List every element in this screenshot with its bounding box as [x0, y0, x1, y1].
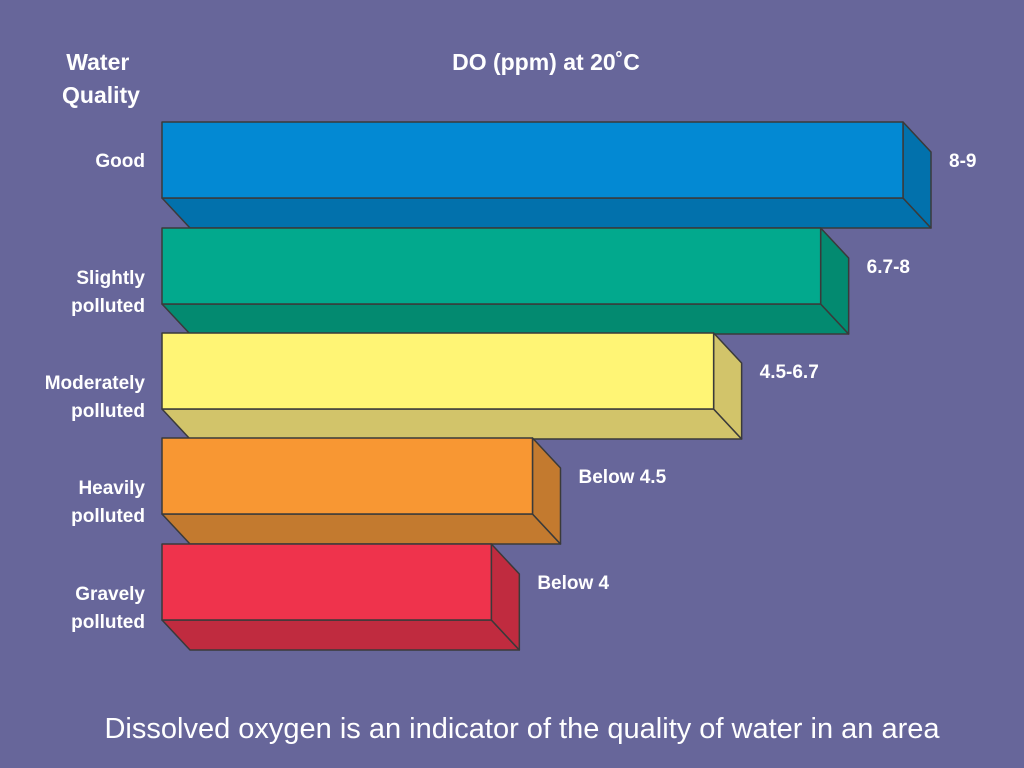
category-label-line: Heavily — [78, 478, 145, 499]
value-label: Below 4.5 — [579, 467, 667, 488]
category-label-line: polluted — [71, 296, 145, 317]
bar-front-face — [161, 437, 534, 515]
bar-1: 6.7-8 Slightly polluted — [71, 227, 910, 335]
category-label: Heavily polluted — [71, 478, 145, 527]
bar-front-face — [161, 543, 493, 621]
value-header: DO (ppm) at 20˚C — [452, 49, 640, 75]
bar-bottom-face — [161, 619, 521, 651]
category-label-line: polluted — [71, 506, 145, 527]
bar-bottom-face — [161, 513, 562, 545]
bar-bottom-face — [161, 197, 932, 229]
bar-4: Below 4 Gravely polluted — [71, 543, 610, 651]
bars-group: 8-9 Good 6.7-8 Slightly polluted 4.5-6.7 Moder… — [45, 121, 976, 651]
column-header: Water Quality — [62, 49, 140, 108]
category-label-line: Slightly — [76, 268, 145, 289]
value-label: 4.5-6.7 — [760, 362, 819, 383]
bar-bottom-face — [161, 408, 743, 440]
category-label: Moderately polluted — [45, 373, 146, 422]
bar-3: Below 4.5 Heavily polluted — [71, 437, 667, 545]
caption: Dissolved oxygen is an indicator of the … — [104, 713, 940, 745]
bar-front-face — [161, 121, 904, 199]
column-header-line-1: Water — [66, 49, 129, 75]
category-label-line: Good — [95, 151, 145, 172]
value-label: 6.7-8 — [867, 257, 910, 278]
category-label-line: polluted — [71, 401, 145, 422]
category-label: Gravely polluted — [71, 584, 145, 633]
bar-front-face — [161, 227, 822, 305]
category-label-line: Moderately — [45, 373, 146, 394]
value-label: Below 4 — [537, 573, 609, 594]
bar-bottom-face — [161, 303, 850, 335]
bar-front-face — [161, 332, 715, 410]
category-label-line: polluted — [71, 612, 145, 633]
column-header-line-2: Quality — [62, 82, 140, 108]
bar-0: 8-9 Good — [95, 121, 976, 229]
category-label: Good — [95, 151, 145, 172]
category-label: Slightly polluted — [71, 268, 145, 317]
category-label-line: Gravely — [75, 584, 145, 605]
value-label: 8-9 — [949, 151, 976, 172]
bar-2: 4.5-6.7 Moderately polluted — [45, 332, 819, 440]
